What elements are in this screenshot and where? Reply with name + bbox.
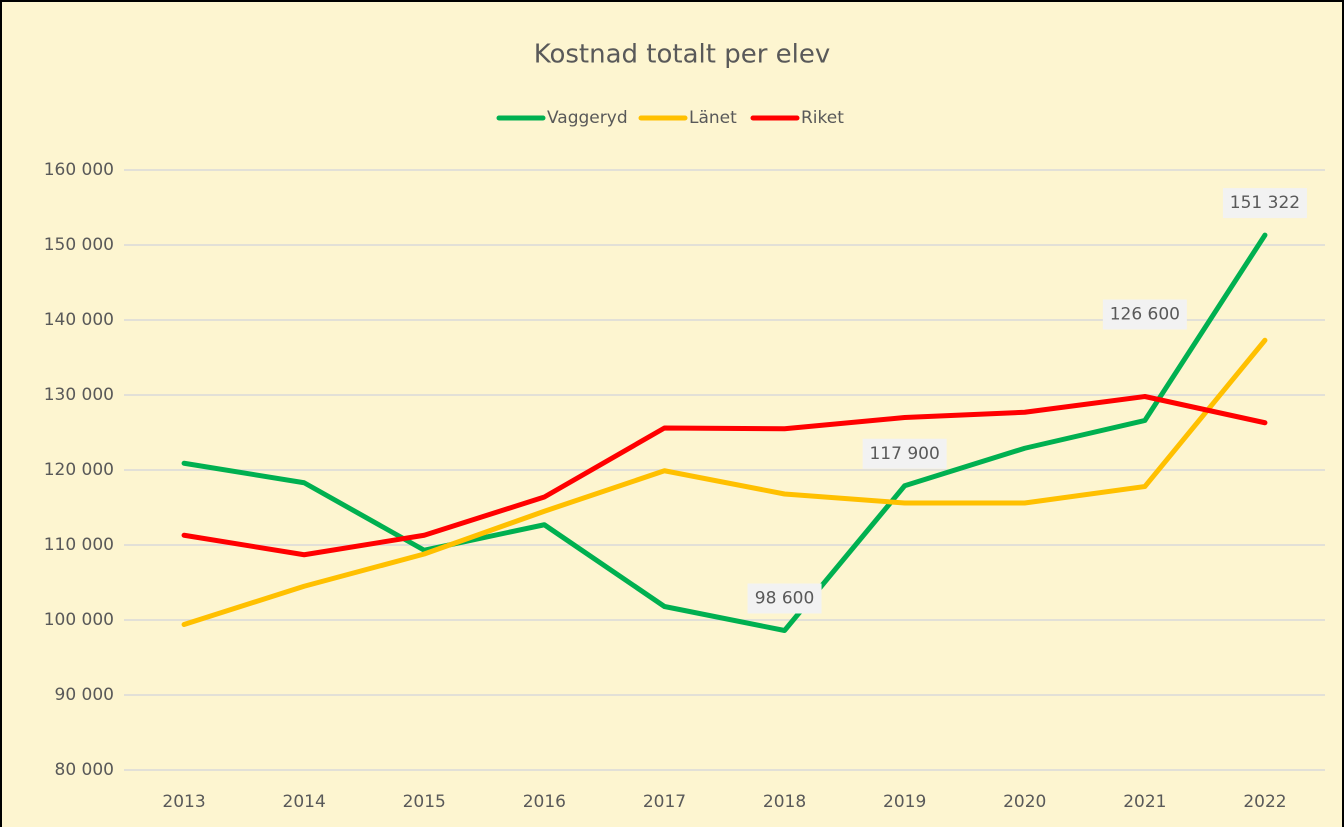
x-tick-label: 2015 (403, 792, 446, 812)
series-line (181, 232, 1268, 633)
x-tick-label: 2022 (1243, 792, 1286, 812)
x-tick-label: 2020 (1003, 792, 1046, 812)
y-tick-label: 140 000 (44, 310, 114, 330)
x-tick-label: 2019 (883, 792, 926, 812)
data-label: 126 600 (1110, 305, 1180, 325)
y-tick-label: 150 000 (44, 235, 114, 255)
data-label-box (1102, 299, 1187, 330)
data-label: 151 322 (1230, 193, 1300, 213)
x-tick-label: 2013 (162, 792, 205, 812)
data-label: 98 600 (755, 589, 814, 609)
y-tick-label: 120 000 (44, 460, 114, 480)
x-tick-label: 2017 (643, 792, 686, 812)
chart-title: Kostnad totalt per elev (534, 40, 831, 70)
series-line (181, 337, 1268, 627)
legend-label: Vaggeryd (547, 108, 628, 128)
y-tick-label: 160 000 (44, 160, 114, 180)
x-tick-label: 2018 (763, 792, 806, 812)
data-label: 117 900 (869, 444, 939, 464)
data-label-box (1222, 188, 1307, 219)
x-tick-label: 2016 (523, 792, 566, 812)
y-tick-label: 90 000 (55, 685, 114, 705)
y-tick-label: 130 000 (44, 385, 114, 405)
series-line (181, 394, 1268, 558)
legend-label: Länet (689, 108, 737, 128)
x-tick-label: 2021 (1123, 792, 1166, 812)
x-tick-label: 2014 (283, 792, 326, 812)
y-tick-label: 110 000 (44, 535, 114, 555)
data-label-box (862, 438, 947, 469)
y-tick-label: 100 000 (44, 610, 114, 630)
y-tick-label: 80 000 (55, 760, 114, 780)
legend-label: Riket (801, 108, 844, 128)
data-label-box (747, 583, 822, 614)
